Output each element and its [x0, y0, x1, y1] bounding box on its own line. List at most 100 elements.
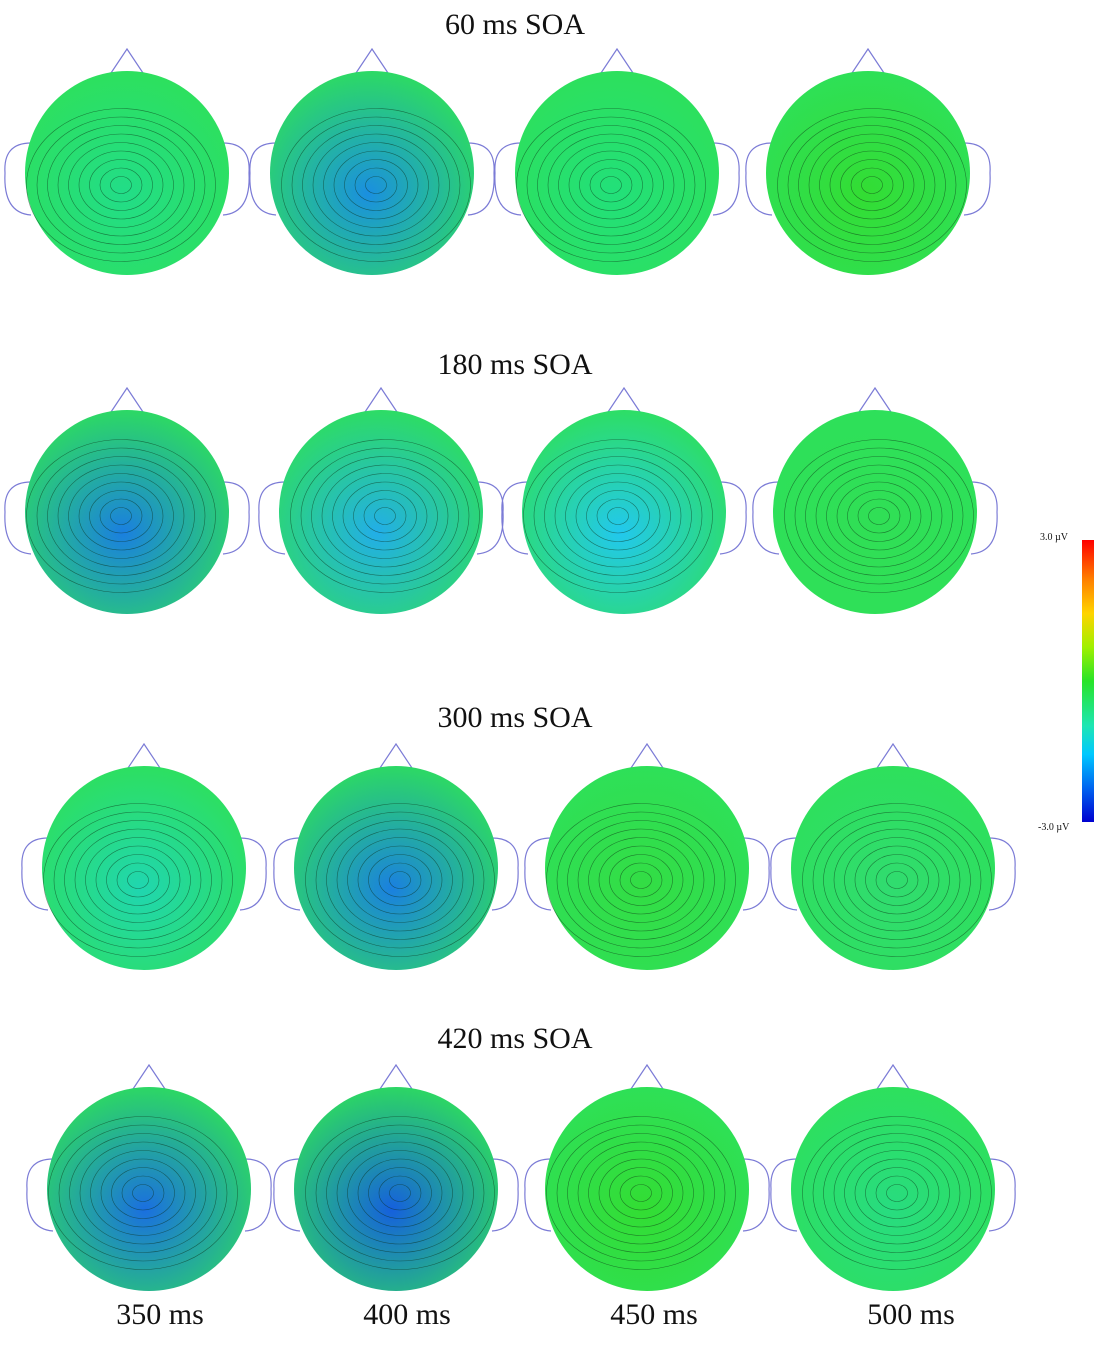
contour-line — [844, 1150, 950, 1236]
contour-line — [865, 1167, 929, 1219]
topo-map — [524, 1063, 770, 1291]
contour-line — [854, 845, 940, 915]
contour-line — [567, 1133, 715, 1253]
row-title-300: 300 ms SOA — [437, 701, 593, 734]
contour-line — [326, 820, 474, 940]
contour-line — [53, 811, 223, 949]
contour-line — [363, 498, 407, 534]
contour-line — [354, 167, 398, 203]
right-ear — [988, 1158, 1016, 1232]
contour-line — [68, 142, 174, 228]
contour-line — [368, 1167, 432, 1219]
right-ear — [244, 1158, 272, 1232]
left-ear — [249, 142, 277, 216]
contour-line — [815, 464, 943, 568]
contour-line — [784, 439, 974, 593]
contour-line — [588, 837, 694, 923]
contour-line — [886, 1184, 908, 1202]
contour-line — [567, 820, 715, 940]
contour-line — [353, 490, 417, 542]
left-ear — [4, 142, 32, 216]
topo-map — [26, 1063, 272, 1291]
contour-line — [68, 473, 174, 559]
contour-line — [57, 133, 185, 237]
left-ear — [494, 142, 522, 216]
contour-line — [537, 125, 685, 245]
contour-line — [347, 837, 453, 923]
contour-line — [312, 133, 440, 237]
scalp-map — [25, 71, 229, 275]
right-ear — [491, 837, 519, 911]
topo-map — [249, 47, 495, 275]
contour-line — [840, 159, 904, 211]
contour-line — [575, 481, 661, 551]
right-ear — [988, 837, 1016, 911]
contour-line — [630, 1184, 652, 1202]
scalp-map — [279, 410, 483, 614]
scalp-map — [42, 766, 246, 970]
topo-map — [21, 742, 267, 970]
left-ear — [26, 1158, 54, 1232]
left-ear — [770, 1158, 798, 1232]
contour-line — [577, 1141, 705, 1245]
contour-line — [526, 116, 696, 254]
contour-line — [332, 473, 438, 559]
contour-line — [777, 108, 967, 262]
right-ear — [742, 1158, 770, 1232]
left-ear — [524, 1158, 552, 1232]
contour-line — [89, 490, 153, 542]
contour-line — [90, 1150, 196, 1236]
topo-map — [524, 742, 770, 970]
contour-line — [833, 1141, 961, 1245]
contour-line — [111, 1167, 175, 1219]
contour-line — [378, 1175, 422, 1211]
contour-line — [577, 828, 705, 932]
contour-line — [568, 150, 654, 220]
scalp-map — [47, 1087, 251, 1291]
contour-line — [619, 862, 663, 898]
time-label-400: 400 ms — [363, 1298, 451, 1331]
topo-map — [258, 386, 504, 614]
contour-line — [302, 125, 450, 245]
colorbar — [1082, 540, 1094, 822]
scalp-map — [25, 410, 229, 614]
contour-line — [798, 125, 946, 245]
right-ear — [719, 481, 747, 555]
contour-line — [554, 464, 682, 568]
contour-line — [357, 1158, 443, 1228]
contour-line — [79, 1141, 207, 1245]
contour-line — [321, 464, 449, 568]
contour-line — [598, 845, 684, 915]
contour-line — [110, 176, 132, 194]
contour-line — [99, 167, 143, 203]
right-ear — [222, 481, 250, 555]
left-ear — [273, 1158, 301, 1232]
left-ear — [524, 837, 552, 911]
scalp-map — [522, 410, 726, 614]
contour-line — [121, 1175, 165, 1211]
contour-line — [300, 447, 470, 585]
contour-line — [865, 854, 929, 906]
contour-line — [854, 1158, 940, 1228]
contour-line — [589, 167, 633, 203]
contour-line — [78, 481, 164, 551]
topo-map — [273, 1063, 519, 1291]
contour-line — [829, 150, 915, 220]
contour-line — [565, 473, 671, 559]
contour-line — [607, 507, 629, 525]
contour-line — [95, 845, 181, 915]
contour-line — [333, 150, 419, 220]
contour-line — [64, 820, 212, 940]
contour-line — [48, 1116, 238, 1270]
time-label-350: 350 ms — [116, 1298, 204, 1331]
scalp-map — [294, 1087, 498, 1291]
right-ear — [467, 142, 495, 216]
contour-line — [47, 456, 195, 576]
contour-line — [110, 507, 132, 525]
contour-line — [556, 1124, 726, 1262]
scalp-map — [515, 71, 719, 275]
right-ear — [491, 1158, 519, 1232]
scalp-map — [773, 410, 977, 614]
contour-line — [619, 1175, 663, 1211]
contour-line — [533, 447, 703, 585]
